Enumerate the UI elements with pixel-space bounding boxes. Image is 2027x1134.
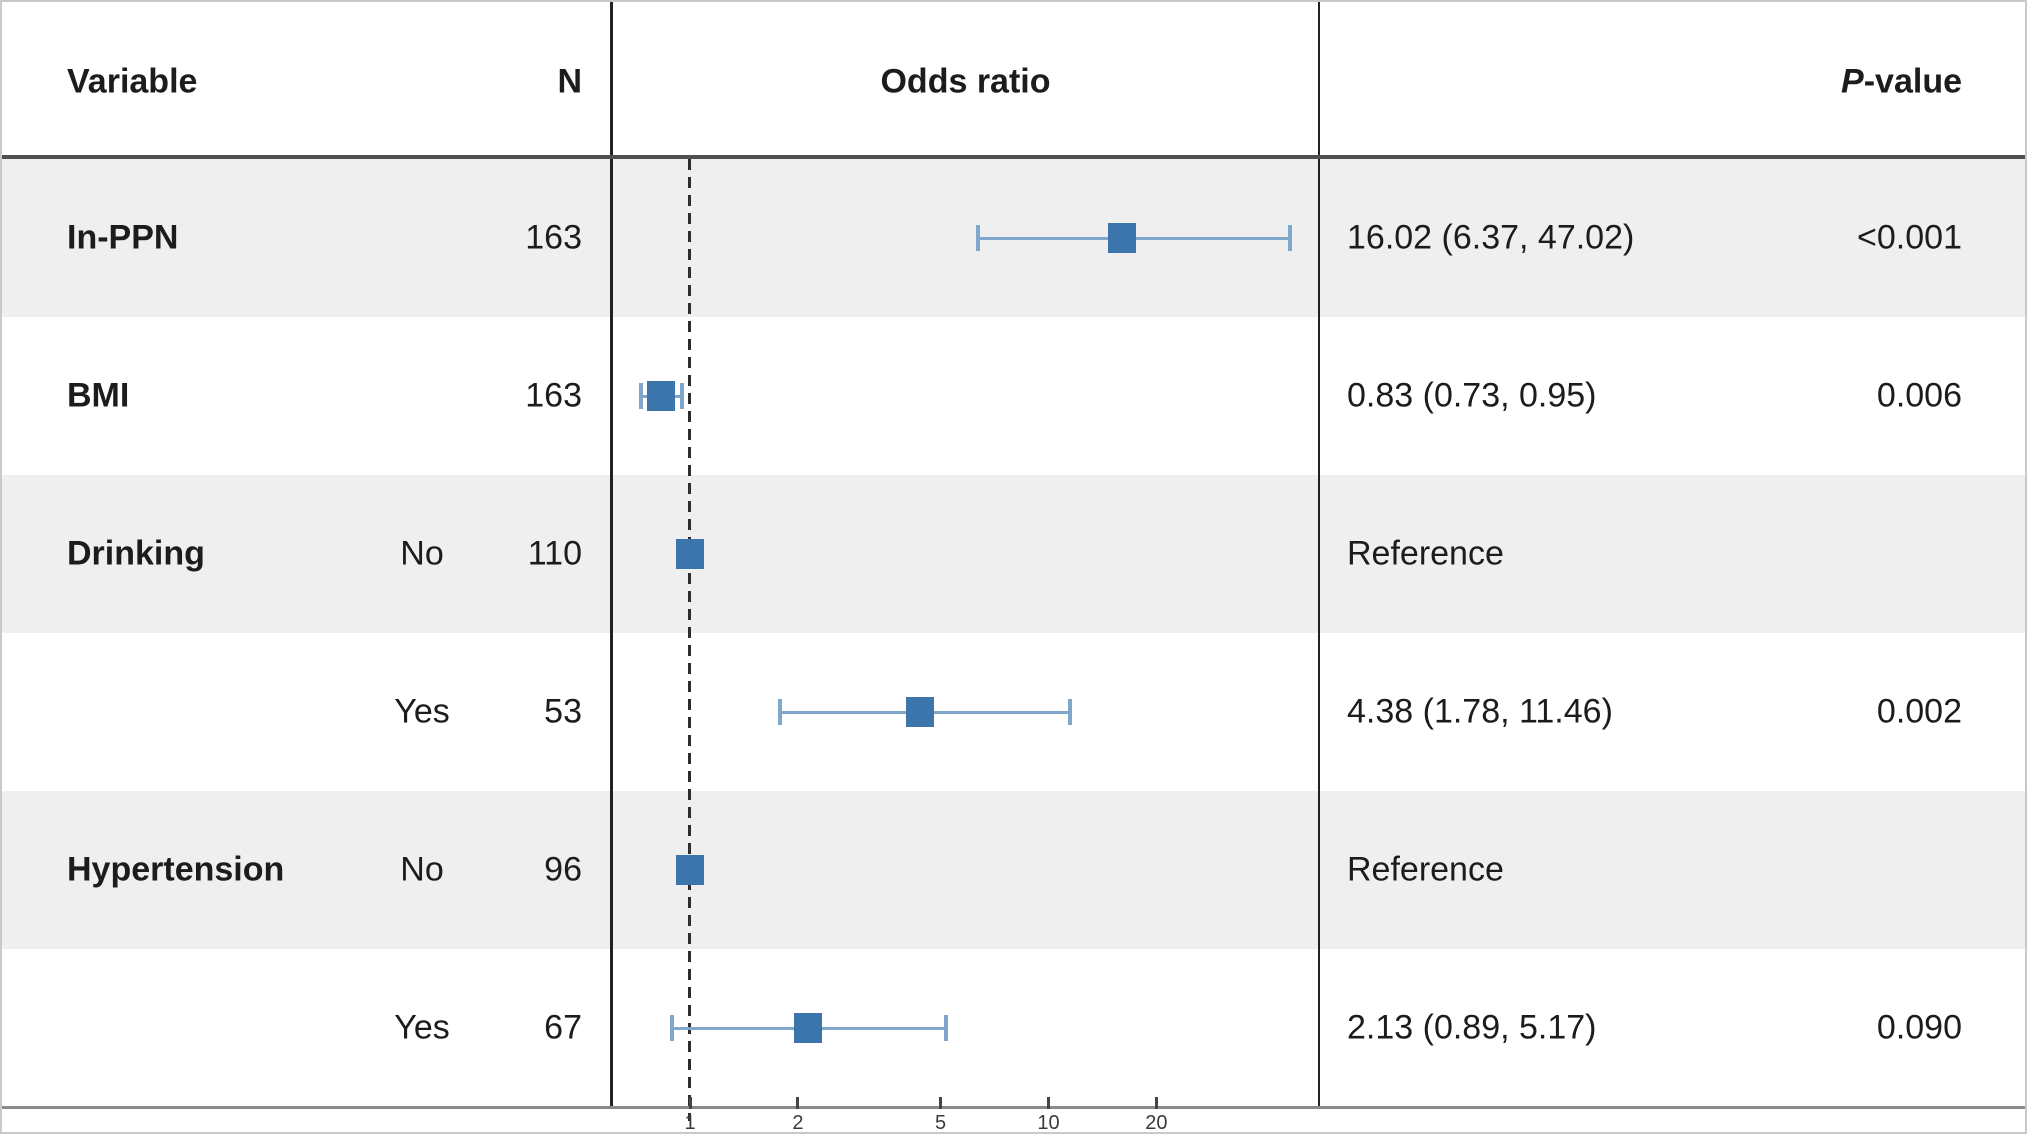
ci-cap-left	[669, 1015, 674, 1041]
row-level-label: Yes	[394, 692, 450, 731]
or-point-marker	[905, 697, 934, 727]
row-p-value: 0.002	[1876, 692, 1962, 731]
table-row-background	[2, 791, 2025, 949]
column-divider-right	[1318, 2, 1320, 1107]
ci-cap-right	[943, 1015, 948, 1041]
header-divider-line	[2, 155, 2025, 159]
row-variable-label: BMI	[67, 376, 130, 415]
row-or-ci-label: Reference	[1347, 534, 1504, 573]
row-level-label: Yes	[394, 1008, 450, 1047]
x-axis-tick-label: 5	[935, 1112, 947, 1134]
row-or-ci-label: 4.38 (1.78, 11.46)	[1347, 692, 1613, 731]
row-variable-label: Hypertension	[67, 850, 285, 889]
row-variable-label: In-PPN	[67, 218, 179, 257]
x-axis-tick-mark	[1047, 1097, 1050, 1109]
x-axis-tick-mark	[796, 1097, 800, 1109]
row-p-value: 0.006	[1876, 376, 1962, 415]
x-axis-tick-mark	[939, 1097, 943, 1109]
row-level-label: No	[400, 850, 444, 889]
or-point-marker	[793, 1013, 822, 1043]
row-variable-label: Drinking	[67, 534, 205, 573]
row-n-value: 110	[527, 534, 582, 573]
ci-cap-left	[976, 225, 981, 251]
or-point-marker	[1107, 223, 1136, 253]
or-point-marker	[676, 855, 704, 885]
ci-cap-right	[680, 383, 684, 409]
or-point-marker	[676, 539, 704, 569]
row-n-value: 163	[525, 218, 582, 257]
ci-cap-right	[1067, 699, 1072, 725]
reference-dashed-line	[688, 159, 691, 1121]
column-header-n: N	[557, 62, 582, 101]
ci-cap-left	[639, 383, 643, 409]
x-axis-tick-label: 2	[792, 1112, 804, 1134]
column-divider-left	[610, 2, 613, 1107]
row-level-label: No	[400, 534, 444, 573]
x-axis-tick-label: 1	[684, 1112, 696, 1134]
ci-cap-right	[1287, 225, 1292, 251]
x-axis-tick-mark	[1154, 1097, 1158, 1109]
table-row-background	[2, 317, 2025, 475]
row-or-ci-label: Reference	[1347, 850, 1504, 889]
or-point-marker	[646, 381, 675, 411]
x-axis-line	[2, 1106, 2025, 1109]
column-header-p-value: P-value	[1562, 63, 1962, 102]
row-or-ci-label: 2.13 (0.89, 5.17)	[1347, 1008, 1597, 1047]
p-value-rest: -value	[1863, 62, 1962, 101]
row-p-value: 0.090	[1876, 1008, 1962, 1047]
row-n-value: 67	[544, 1008, 582, 1047]
row-n-value: 96	[544, 850, 582, 889]
x-axis-tick-label: 20	[1145, 1112, 1168, 1134]
row-or-ci-label: 0.83 (0.73, 0.95)	[1347, 376, 1597, 415]
row-or-ci-label: 16.02 (6.37, 47.02)	[1347, 218, 1635, 257]
row-n-value: 53	[544, 692, 582, 731]
ci-cap-left	[777, 699, 782, 725]
p-value-italic-p: P	[1841, 62, 1864, 101]
row-n-value: 163	[525, 376, 582, 415]
x-axis-tick-mark	[688, 1097, 692, 1109]
column-header-variable: Variable	[67, 62, 198, 101]
column-header-odds-ratio: Odds ratio	[880, 62, 1051, 101]
x-axis-tick-label: 10	[1037, 1112, 1060, 1134]
row-p-value: <0.001	[1857, 218, 1962, 257]
table-row-background	[2, 949, 2025, 1107]
table-row-background	[2, 475, 2025, 633]
